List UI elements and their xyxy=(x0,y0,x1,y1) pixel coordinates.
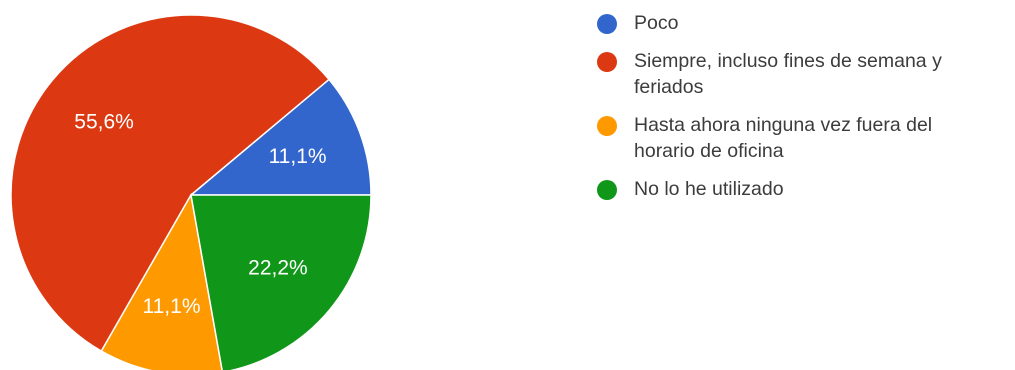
pie-slice-hasta-ahora[interactable] xyxy=(100,192,223,370)
legend-item-no-utilizado[interactable]: No lo he utilizado xyxy=(597,176,1009,202)
legend-item-poco[interactable]: Poco xyxy=(597,10,1009,36)
slice-label-poco: 11,1% xyxy=(269,145,327,168)
legend-label-poco: Poco xyxy=(634,12,679,34)
legend-swatch-hasta-ahora xyxy=(597,116,617,136)
legend-label-no-utilizado: No lo he utilizado xyxy=(634,178,784,200)
pie-slice-no-utilizado[interactable] xyxy=(190,194,372,370)
pie-slice-poco[interactable] xyxy=(188,78,372,196)
legend-label-siempre: Siempre, incluso fines de semana y xyxy=(634,50,942,72)
pie-plot-area: 11,1% 55,6% 11,1% 22,2% xyxy=(10,14,372,370)
pie-slice-siempre[interactable] xyxy=(10,14,331,353)
legend-label-hasta-ahora: Hasta ahora ninguna vez fuera del xyxy=(634,114,933,136)
legend-label-siempre-cont: feriados xyxy=(634,76,704,98)
slice-label-no-utilizado: 22,2% xyxy=(248,256,308,279)
legend-swatch-no-utilizado xyxy=(597,180,617,200)
chart-legend: Poco Siempre, incluso fines de semana y … xyxy=(597,10,1009,214)
slice-label-siempre: 55,6% xyxy=(74,111,134,134)
legend-swatch-poco xyxy=(597,14,617,34)
legend-item-hasta-ahora[interactable]: Hasta ahora ninguna vez fuera del horari… xyxy=(597,112,1009,164)
legend-swatch-siempre xyxy=(597,52,617,72)
legend-label-hasta-ahora-cont: horario de oficina xyxy=(634,140,784,162)
slice-label-hasta-ahora: 11,1% xyxy=(143,295,201,318)
legend-item-siempre[interactable]: Siempre, incluso fines de semana y feria… xyxy=(597,48,1009,100)
